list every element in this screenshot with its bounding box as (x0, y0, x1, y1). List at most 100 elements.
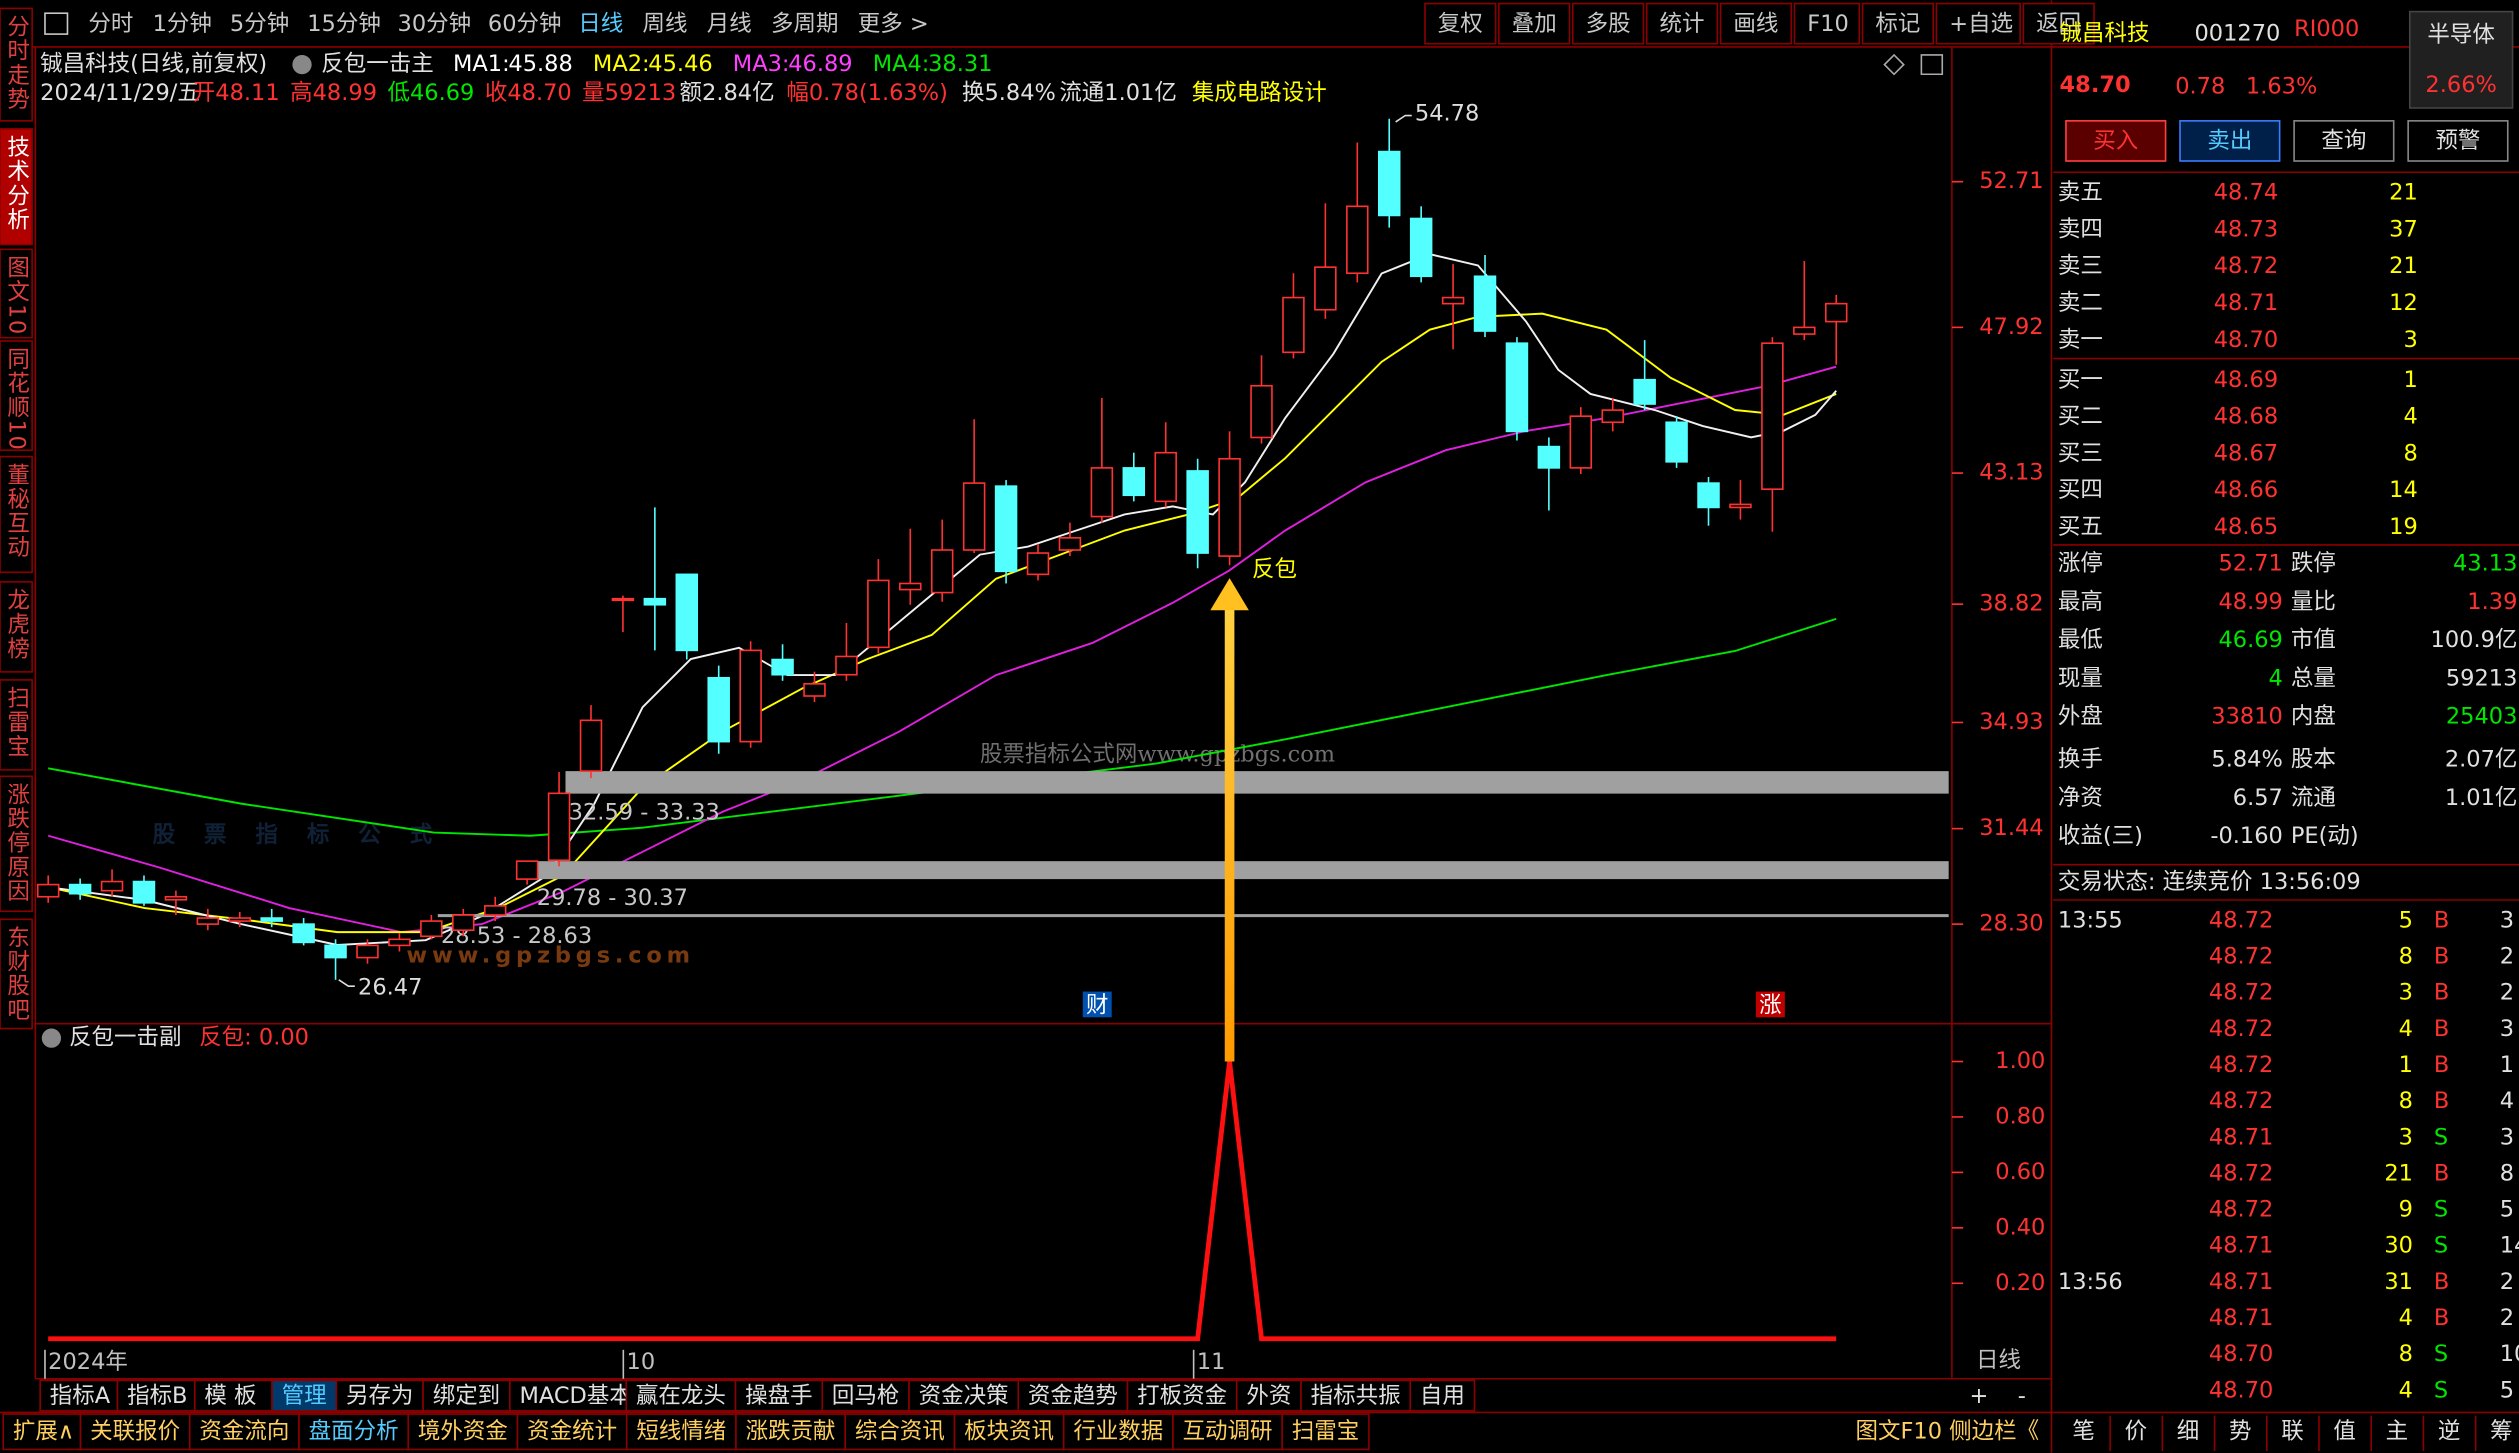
tab-box[interactable] (625, 1379, 737, 1412)
side-tab-box[interactable] (0, 7, 33, 122)
bottom-tab[interactable]: 板块资讯 (964, 1418, 1054, 1444)
bottom-tab[interactable]: 境外资金 (418, 1418, 508, 1444)
bottom-tab[interactable]: 操盘手 (745, 1383, 812, 1409)
tool-button[interactable]: 返回 (2036, 11, 2081, 37)
tab-box[interactable] (116, 1379, 196, 1412)
tab-box[interactable] (735, 1413, 847, 1451)
zoom-button[interactable]: + (1970, 1383, 1989, 1409)
side-tab-box[interactable] (0, 581, 33, 673)
bottom-tab[interactable]: 管理 (282, 1383, 327, 1409)
bottom-tab[interactable]: 赢在龙头 (636, 1383, 726, 1409)
tab-box[interactable] (1017, 1379, 1129, 1412)
bottom-tab[interactable]: 外资 (1246, 1383, 1291, 1409)
side-tab[interactable]: 技术分析 (4, 135, 30, 232)
side-tab[interactable]: 同花顺10 (4, 347, 30, 451)
button-box[interactable] (2293, 120, 2395, 162)
side-tab-box[interactable] (0, 128, 33, 246)
bottom-tab[interactable]: 扩展∧ (13, 1418, 74, 1444)
bottom-tab[interactable]: 回马枪 (832, 1383, 899, 1409)
tab-box[interactable] (1235, 1379, 1302, 1412)
tab-box[interactable] (298, 1413, 410, 1451)
event-marker-box[interactable] (1082, 991, 1112, 1018)
panel-tab[interactable]: 主 (2386, 1418, 2408, 1444)
panel-tab[interactable]: 筹 (2490, 1418, 2512, 1444)
bottom-tab[interactable]: 指标共振 (1311, 1383, 1401, 1409)
panel-tab[interactable]: 细 (2177, 1418, 2199, 1444)
bottom-tab[interactable]: 关联报价 (90, 1418, 180, 1444)
button-box[interactable] (2179, 120, 2281, 162)
side-tab-box[interactable] (0, 455, 33, 574)
bottom-tab[interactable]: MACD基本 (519, 1383, 631, 1409)
tool-button[interactable]: 标记 (1875, 11, 1920, 37)
tool-button[interactable]: F10 (1807, 11, 1849, 37)
bottom-tab[interactable]: 指标A (50, 1383, 111, 1409)
sidebar-toggle[interactable]: 图文F10 侧边栏《 (1856, 1418, 2040, 1444)
bottom-tab[interactable]: 模 板 (204, 1383, 256, 1409)
bottom-tab[interactable]: 资金决策 (919, 1383, 1009, 1409)
event-marker-box[interactable] (1755, 991, 1785, 1018)
tab-box[interactable] (1300, 1379, 1412, 1412)
bottom-tab[interactable]: 综合资讯 (855, 1418, 945, 1444)
bottom-tab[interactable]: 绑定到 (433, 1383, 500, 1409)
side-tab[interactable]: 董秘互动 (4, 463, 30, 560)
tab-box[interactable] (509, 1379, 628, 1412)
panel-tab[interactable]: 价 (2125, 1418, 2147, 1444)
tool-button[interactable]: 叠加 (1512, 11, 1557, 37)
tool-button[interactable]: 多股 (1586, 11, 1631, 37)
period-tab[interactable]: 30分钟 (398, 11, 472, 37)
event-marker[interactable]: 涨 (1759, 993, 1781, 1019)
tab-box[interactable] (422, 1379, 511, 1412)
trade-button[interactable]: 买入 (2093, 128, 2138, 154)
period-tab[interactable]: 更多 > (858, 11, 929, 37)
bottom-tab[interactable]: 自用 (1420, 1383, 1465, 1409)
tab-box[interactable] (188, 1413, 300, 1451)
tab-box[interactable] (271, 1379, 338, 1412)
indicator-toggle[interactable] (41, 1028, 62, 1048)
tab-box[interactable] (39, 1379, 119, 1412)
bottom-tab[interactable]: 资金趋势 (1028, 1383, 1118, 1409)
bottom-tab[interactable]: 指标B (127, 1383, 187, 1409)
period-tab[interactable]: 1分钟 (153, 11, 212, 37)
side-tab[interactable]: 图文10 (4, 256, 30, 336)
tab-box[interactable] (516, 1413, 628, 1451)
sector-box[interactable] (2408, 10, 2514, 109)
tool-button[interactable]: 画线 (1733, 11, 1778, 37)
period-tab[interactable]: 5分钟 (230, 11, 289, 37)
panel-tab[interactable]: 势 (2229, 1418, 2251, 1444)
panel-tab[interactable]: 笔 (2072, 1418, 2094, 1444)
side-tab-box[interactable] (0, 918, 33, 1030)
period-tab[interactable]: 15分钟 (307, 11, 381, 37)
tab-box[interactable] (1281, 1413, 1370, 1451)
tab-box[interactable] (953, 1413, 1065, 1451)
sector-name[interactable]: 半导体 (2427, 22, 2494, 48)
period-tab[interactable]: 60分钟 (488, 11, 562, 37)
trade-button[interactable]: 查询 (2321, 128, 2366, 154)
bottom-tab[interactable]: 行业数据 (1073, 1418, 1163, 1444)
bottom-tab[interactable]: 盘面分析 (309, 1418, 399, 1444)
side-tab-box[interactable] (0, 340, 33, 451)
tab-box[interactable] (335, 1379, 424, 1412)
tab-box[interactable] (1172, 1413, 1283, 1451)
side-tab[interactable]: 龙虎榜 (4, 588, 30, 661)
side-tab[interactable]: 涨跌停原因 (4, 783, 30, 904)
event-marker[interactable]: 财 (1086, 993, 1108, 1019)
period-tab[interactable]: 分时 (88, 11, 133, 37)
tool-button[interactable]: 统计 (1660, 11, 1705, 37)
trade-button[interactable]: 预警 (2435, 128, 2480, 154)
button-box[interactable] (2065, 120, 2167, 162)
bottom-tab[interactable]: 资金流向 (199, 1418, 289, 1444)
period-tab[interactable]: 周线 (643, 11, 688, 37)
panel-tab[interactable]: 值 (2333, 1418, 2355, 1444)
tool-button[interactable]: 复权 (1438, 11, 1483, 37)
bottom-tab[interactable]: 互动调研 (1183, 1418, 1273, 1444)
panel-tab[interactable]: 逆 (2438, 1418, 2460, 1444)
side-tab[interactable]: 分时走势 (4, 15, 30, 112)
side-tab[interactable]: 扫雷宝 (4, 686, 30, 759)
tab-box[interactable] (734, 1379, 824, 1412)
tab-box[interactable] (908, 1379, 1020, 1412)
tab-box[interactable] (1409, 1379, 1476, 1412)
bottom-tab[interactable]: 打板资金 (1137, 1383, 1227, 1409)
tool-button[interactable]: +自选 (1949, 11, 2013, 37)
side-tab-box[interactable] (0, 775, 33, 913)
bottom-tab[interactable]: 短线情绪 (636, 1418, 726, 1444)
